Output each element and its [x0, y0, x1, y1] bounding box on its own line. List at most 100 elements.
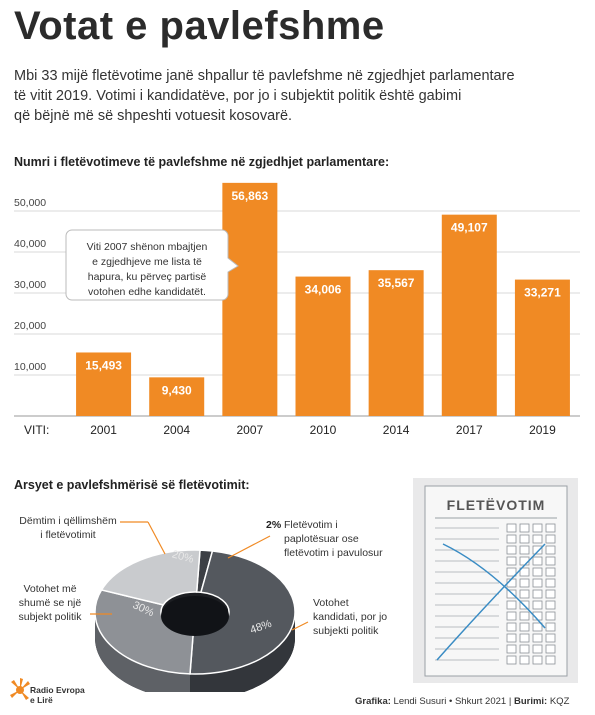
credits-grafika-label: Grafika: — [355, 696, 391, 707]
ballot-checkbox — [545, 633, 556, 643]
annotation-leader — [291, 621, 309, 631]
ballot-checkbox — [532, 589, 543, 599]
intro-line: të vitit 2019. Votimi i kandidatëve, por… — [14, 88, 462, 104]
annotation-pct: 2% — [266, 519, 282, 531]
y-tick-label: 10,000 — [14, 361, 46, 373]
ballot-checkbox — [532, 644, 543, 654]
ballot-checkbox — [532, 600, 543, 610]
bar — [441, 214, 497, 416]
annotation-text: subjekt politik — [18, 611, 82, 623]
bar-value-label: 35,567 — [378, 276, 415, 290]
ballot-checkbox — [506, 633, 517, 643]
ballot-checkbox — [519, 567, 530, 577]
donut-slice — [189, 550, 296, 675]
ballot-checkbox — [506, 523, 517, 533]
credits: Grafika: Lendi Susuri • Shkurt 2021 | Bu… — [355, 696, 569, 707]
annotation-text: i fletëvotimit — [40, 529, 96, 541]
annotation-text: Fletëvotim i — [284, 519, 338, 531]
ballot-checkbox — [532, 578, 543, 588]
ballot-checkbox — [545, 600, 556, 610]
ballot-checkbox — [532, 655, 543, 665]
ballot-checkbox — [519, 655, 530, 665]
callout-box — [65, 229, 239, 301]
ballot-checkbox — [519, 589, 530, 599]
ballot-checkbox — [545, 523, 556, 533]
logo-text: Radio Evropa e Lirë — [30, 685, 85, 705]
x-tick-label: 2010 — [310, 423, 337, 437]
intro-line: që bëjnë më së shpeshti votuesit kosovar… — [14, 108, 293, 124]
annotation-text: Votohet — [313, 597, 349, 609]
annotation-text: Votohet më — [23, 583, 76, 595]
callout-line: e zgjedhjeve me lista të — [92, 256, 202, 268]
bar-chart: 10,000 20,000 30,000 40,000 50,000 VITI: 15,49… — [14, 182, 580, 437]
bar-value-label: 33,271 — [524, 286, 561, 300]
ballot-checkbox — [545, 545, 556, 555]
x-axis-prefix: VITI: — [24, 423, 49, 437]
x-tick-label: 2014 — [383, 423, 410, 437]
x-tick-label: 2019 — [529, 423, 556, 437]
ballot-checkbox — [519, 545, 530, 555]
callout-line: votohen edhe kandidatët. — [88, 286, 206, 298]
annotation-text: subjekti politik — [313, 625, 379, 637]
x-tick-label: 2004 — [163, 423, 190, 437]
bar-chart-title: Numri i fletëvotimeve të pavlefshme në z… — [14, 155, 390, 169]
ballot-checkbox — [545, 655, 556, 665]
annotation-leader — [227, 535, 271, 559]
ballot-checkbox — [519, 534, 530, 544]
radio-logo-icon — [10, 678, 30, 700]
bar-value-label: 34,006 — [305, 283, 342, 297]
callout-line: hapura, ku përveç partisë — [88, 271, 207, 283]
ballot-checkbox — [506, 655, 517, 665]
credits-grafika-value: Lendi Susuri • Shkurt 2021 | — [390, 696, 514, 707]
donut-side — [190, 612, 295, 692]
ballot-checkbox — [545, 534, 556, 544]
callout-line: Viti 2007 shënon mbajtjen — [87, 241, 208, 253]
x-tick-label: 2001 — [90, 423, 117, 437]
annotation-text: Dëmtim i qëllimshëm — [19, 515, 117, 527]
ballot-checkbox — [506, 600, 517, 610]
ballot-checkbox — [532, 556, 543, 566]
y-tick-label: 40,000 — [14, 238, 46, 250]
bar — [514, 279, 570, 416]
ballot-checkbox — [545, 644, 556, 654]
intro-text: Mbi 33 mijë fletëvotime janë shpallur të… — [14, 66, 574, 126]
ballot-checkbox — [545, 611, 556, 621]
bar — [149, 377, 205, 416]
annotation-text: paplotësuar ose — [284, 533, 359, 545]
logo-line: e Lirë — [30, 695, 53, 705]
ballot-checkbox — [532, 523, 543, 533]
y-tick-label: 50,000 — [14, 197, 46, 209]
ballot-checkbox — [519, 578, 530, 588]
bar — [222, 182, 278, 416]
ballot-checkbox — [506, 611, 517, 621]
callout: Viti 2007 shënon mbajtjen e zgjedhjeve me… — [65, 229, 239, 301]
ballot-checkbox — [506, 589, 517, 599]
intro-line: Mbi 33 mijë fletëvotime janë shpallur të… — [14, 68, 515, 84]
donut-slice-label: 20% — [171, 548, 196, 565]
pie-chart-title: Arsyet e pavlefshmërisë së fletëvotimit: — [14, 478, 250, 492]
annotation-text: shumë se një — [19, 597, 82, 609]
ballot-checkbox — [532, 633, 543, 643]
ballot-checkbox — [506, 567, 517, 577]
ballot-pen-stroke — [442, 543, 546, 629]
ballot-checkbox — [506, 545, 517, 555]
ballot-checkbox — [519, 633, 530, 643]
bar — [295, 276, 351, 416]
ballot-checkbox — [506, 644, 517, 654]
ballot-checkbox — [506, 622, 517, 632]
ballot-illustration: FLETËVOTIM — [413, 478, 578, 683]
x-tick-label: 2007 — [237, 423, 264, 437]
donut-slice — [100, 549, 201, 606]
ballot-checkbox — [545, 589, 556, 599]
page-title: Votat e pavlefshme — [14, 4, 385, 48]
credits-burimi-value: KQZ — [547, 696, 570, 707]
ballot-checkbox — [506, 534, 517, 544]
y-tick-label: 30,000 — [14, 279, 46, 291]
annotation-text: kandidati, por jo — [313, 611, 387, 623]
ballot-pen-stroke — [436, 543, 546, 661]
ballot-checkbox — [506, 556, 517, 566]
ballot-checkbox — [532, 534, 543, 544]
ballot-checkbox — [545, 567, 556, 577]
donut-hole — [161, 596, 229, 636]
